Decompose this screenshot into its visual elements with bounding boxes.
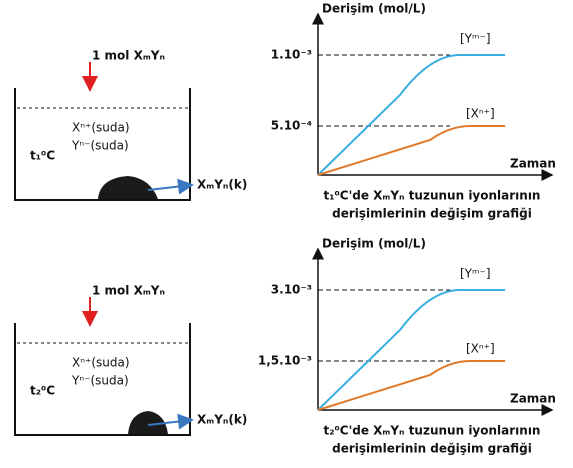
ion-label: Xⁿ⁺(suda) [72, 356, 130, 370]
caption: derişimlerinin değişim grafiği [332, 442, 532, 456]
temperature-label: t₁⁰C [30, 149, 55, 163]
temperature-label: t₂⁰C [30, 384, 55, 398]
curve-label: [Xⁿ⁺] [466, 107, 495, 121]
curve-label: [Yᵐ⁻] [460, 267, 491, 281]
x-axis-label: Zaman [510, 157, 556, 171]
y-axis-label: Derişim (mol/L) [322, 2, 426, 16]
level-label: 3.10⁻³ [271, 283, 312, 297]
curve-label: [Xⁿ⁺] [466, 342, 495, 356]
curve-label: [Yᵐ⁻] [460, 32, 491, 46]
ion-label: Yⁿ⁻(suda) [71, 374, 129, 388]
x-axis-label: Zaman [510, 392, 556, 406]
curve-low [318, 126, 505, 175]
solid [98, 176, 158, 199]
curve-low [318, 361, 505, 410]
caption: derişimlerinin değişim grafiği [332, 207, 532, 221]
level-label: 1.10⁻³ [271, 48, 312, 62]
caption: t₁⁰C'de XₘYₙ tuzunun iyonlarının [324, 189, 541, 203]
reagent-label: 1 mol XₘYₙ [92, 284, 165, 298]
level-label: 1,5.10⁻³ [258, 354, 312, 368]
caption: t₂⁰C'de XₘYₙ tuzunun iyonlarının [324, 424, 541, 438]
level-label: 5.10⁻⁴ [271, 119, 312, 133]
solid-label: XₘYₙ(k) [197, 178, 247, 192]
ion-label: Xⁿ⁺(suda) [72, 121, 130, 135]
pointer-arrow [148, 185, 192, 190]
diagram: 1 mol XₘYₙ Xⁿ⁺(suda) Yⁿ⁻(suda) t₁⁰C XₘYₙ(k) D… [0, 0, 573, 468]
reagent-label: 1 mol XₘYₙ [92, 49, 165, 63]
solid-label: XₘYₙ(k) [197, 413, 247, 427]
y-axis-label: Derişim (mol/L) [322, 237, 426, 251]
ion-label: Yⁿ⁻(suda) [71, 139, 129, 153]
